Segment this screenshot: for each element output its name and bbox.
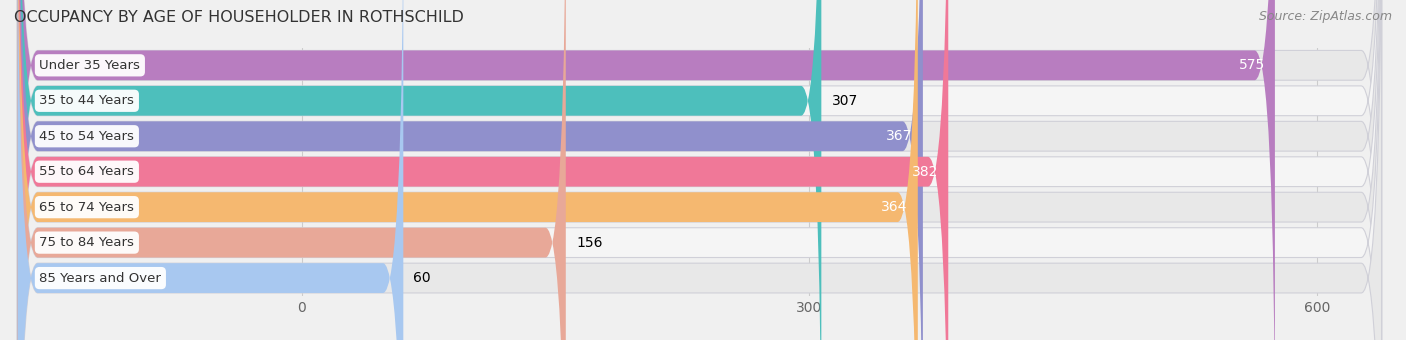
FancyBboxPatch shape <box>17 0 1382 340</box>
Text: 45 to 54 Years: 45 to 54 Years <box>39 130 135 143</box>
FancyBboxPatch shape <box>17 0 1382 340</box>
Text: 307: 307 <box>831 94 858 108</box>
FancyBboxPatch shape <box>17 0 1382 340</box>
FancyBboxPatch shape <box>17 0 404 340</box>
FancyBboxPatch shape <box>17 0 565 340</box>
Text: 367: 367 <box>886 129 912 143</box>
Text: 75 to 84 Years: 75 to 84 Years <box>39 236 135 249</box>
Text: 55 to 64 Years: 55 to 64 Years <box>39 165 135 178</box>
Text: 60: 60 <box>413 271 432 285</box>
FancyBboxPatch shape <box>17 0 948 340</box>
Text: 382: 382 <box>911 165 938 179</box>
Text: 364: 364 <box>882 200 908 214</box>
FancyBboxPatch shape <box>17 0 1382 340</box>
Text: 156: 156 <box>576 236 602 250</box>
FancyBboxPatch shape <box>17 0 918 340</box>
FancyBboxPatch shape <box>17 0 1382 340</box>
FancyBboxPatch shape <box>17 0 1275 340</box>
Text: 575: 575 <box>1239 58 1265 72</box>
Text: 65 to 74 Years: 65 to 74 Years <box>39 201 135 214</box>
FancyBboxPatch shape <box>17 0 1382 340</box>
FancyBboxPatch shape <box>17 0 821 340</box>
FancyBboxPatch shape <box>17 0 1382 340</box>
Text: 35 to 44 Years: 35 to 44 Years <box>39 94 135 107</box>
Text: 85 Years and Over: 85 Years and Over <box>39 272 162 285</box>
Text: Source: ZipAtlas.com: Source: ZipAtlas.com <box>1258 10 1392 23</box>
Text: OCCUPANCY BY AGE OF HOUSEHOLDER IN ROTHSCHILD: OCCUPANCY BY AGE OF HOUSEHOLDER IN ROTHS… <box>14 10 464 25</box>
FancyBboxPatch shape <box>17 0 922 340</box>
Text: Under 35 Years: Under 35 Years <box>39 59 141 72</box>
